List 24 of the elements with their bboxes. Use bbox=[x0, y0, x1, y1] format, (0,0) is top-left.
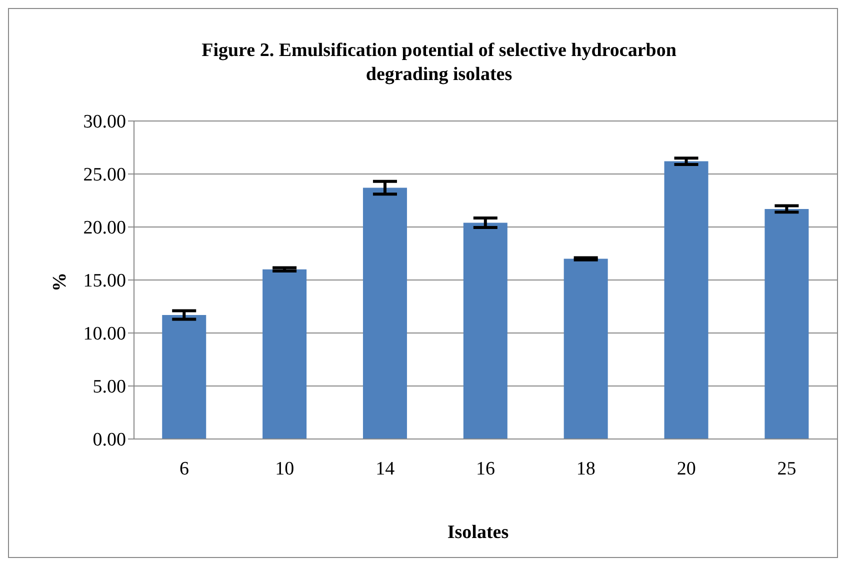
y-tick-label: 30.00 bbox=[83, 112, 126, 133]
y-tick-label: 15.00 bbox=[83, 270, 126, 292]
y-tick-label: 5.00 bbox=[92, 376, 126, 398]
y-axis-title: % bbox=[50, 272, 72, 292]
bar bbox=[664, 161, 708, 439]
bar bbox=[564, 258, 608, 439]
x-tick-label: 16 bbox=[476, 458, 495, 480]
chart-title: Figure 2. Emulsification potential of selective hydrocarbon degrading isolates bbox=[200, 39, 678, 87]
x-tick-label: 20 bbox=[676, 458, 696, 480]
bar bbox=[262, 269, 307, 439]
y-tick-label: 20.00 bbox=[83, 218, 126, 239]
x-axis-title: Isolates bbox=[446, 522, 510, 544]
bar bbox=[362, 188, 407, 439]
y-tick-label: 25.00 bbox=[83, 164, 126, 186]
x-tick-label: 14 bbox=[376, 458, 396, 480]
x-tick-label: 18 bbox=[576, 458, 596, 480]
bar bbox=[463, 222, 508, 439]
y-tick-label: 10.00 bbox=[83, 324, 126, 345]
bar bbox=[162, 314, 206, 439]
bar bbox=[764, 208, 809, 439]
y-tick-label: 0.00 bbox=[92, 430, 126, 451]
x-tick-label: 6 bbox=[179, 458, 189, 480]
x-tick-label: 25 bbox=[777, 458, 796, 480]
x-tick-label: 10 bbox=[275, 458, 294, 480]
